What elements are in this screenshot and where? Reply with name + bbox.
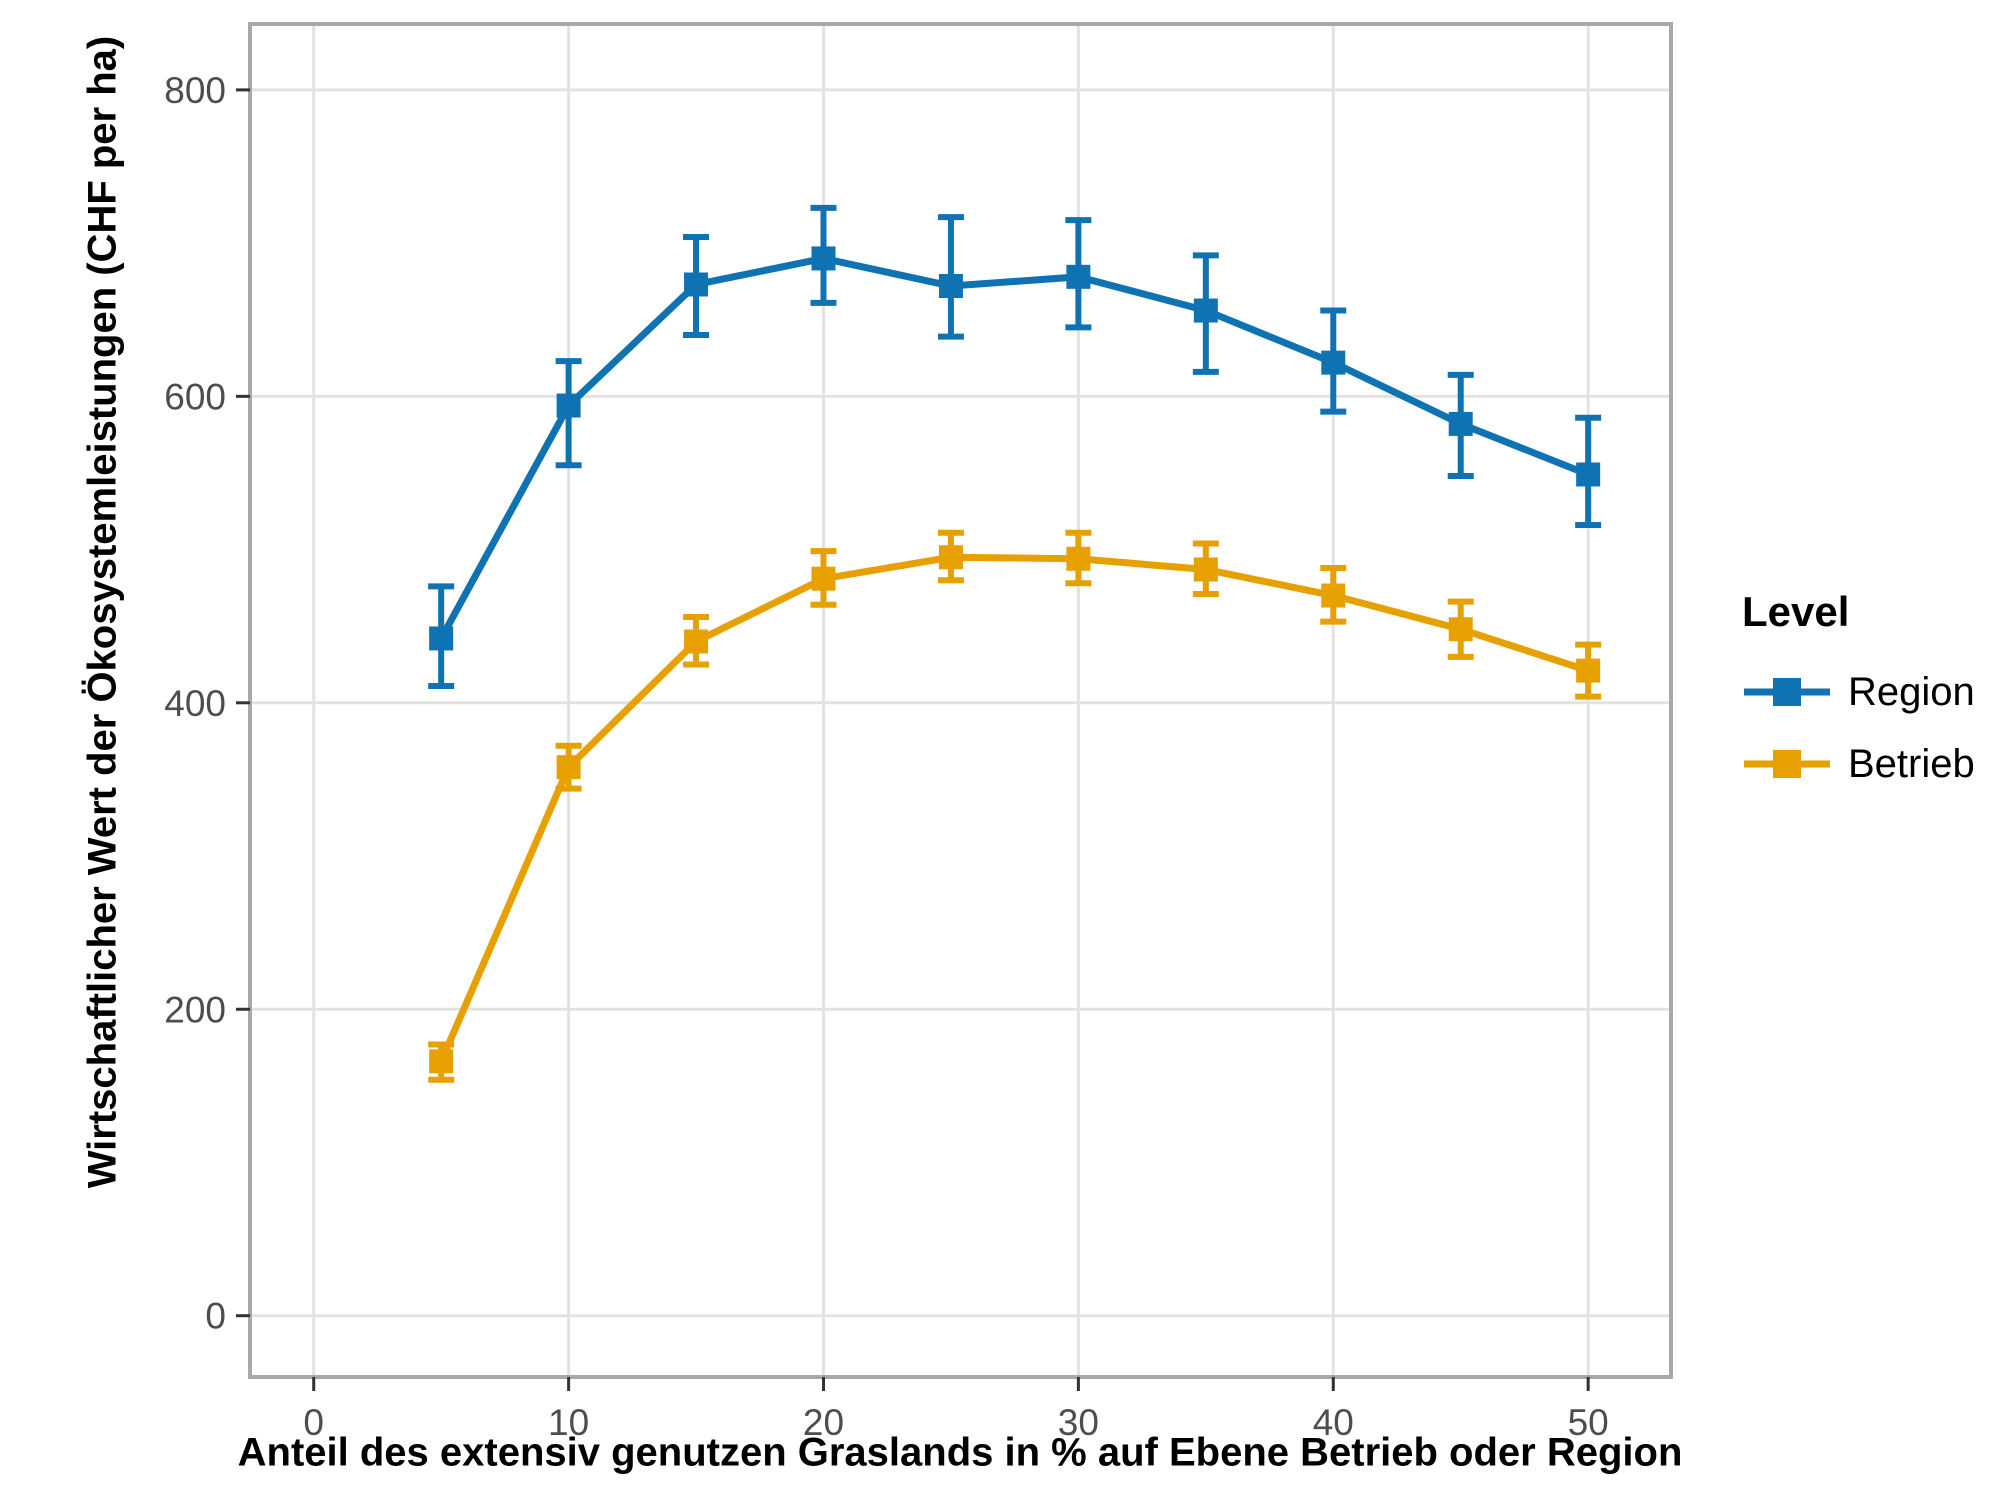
data-point [1066, 264, 1091, 289]
panel-border [248, 22, 1673, 1379]
series-line [437, 553, 1590, 1063]
data-point [1576, 462, 1601, 487]
data-point [1066, 546, 1091, 571]
data-point [429, 626, 454, 651]
data-point [1193, 557, 1218, 582]
series-line [438, 254, 1590, 641]
data-point [556, 393, 581, 418]
x-tick-label: 40 [1313, 1402, 1354, 1443]
x-tick-label: 10 [548, 1402, 589, 1443]
x-tick-label: 20 [803, 1402, 844, 1443]
legend-item-betrieb: Betrieb [1742, 728, 1975, 800]
data-point [1576, 658, 1601, 683]
y-tick-label: 0 [205, 1296, 226, 1337]
series-betrieb [428, 529, 1602, 1083]
y-tick-label: 200 [164, 989, 226, 1030]
panel-background [250, 24, 1671, 1377]
data-point [1448, 617, 1473, 642]
data-point [1448, 411, 1473, 436]
legend-title: Level [1742, 588, 1850, 635]
data-point [811, 566, 836, 591]
legend: Level Region Betrieb [1742, 588, 1975, 800]
data-point [1321, 350, 1346, 375]
data-point [938, 545, 963, 570]
legend-label-region: Region [1848, 669, 1975, 714]
y-axis-title: Wirtschaftlicher Wert der Ökosystemleist… [80, 35, 125, 1189]
data-point [684, 272, 709, 297]
x-tick-label: 30 [1058, 1402, 1099, 1443]
legend-label-betrieb: Betrieb [1848, 741, 1975, 786]
data-point [1193, 298, 1218, 323]
series-region [428, 204, 1602, 689]
y-tick-label: 800 [164, 70, 226, 111]
x-axis-title: Anteil des extensiv genutzen Graslands i… [237, 1430, 1683, 1475]
region-key-icon [1744, 678, 1830, 706]
legend-item-region: Region [1742, 656, 1975, 728]
region-key-square [1773, 678, 1801, 706]
x-tick-label: 50 [1568, 1402, 1609, 1443]
betrieb-key-square [1773, 750, 1801, 778]
data-point [1321, 583, 1346, 608]
data-point [429, 1049, 454, 1074]
data-point [684, 629, 709, 654]
data-point [938, 274, 963, 299]
y-tick-label: 400 [164, 683, 226, 724]
betrieb-key-icon [1744, 750, 1830, 778]
x-tick-label: 0 [303, 1402, 324, 1443]
data-point [811, 246, 836, 271]
data-point [556, 755, 581, 780]
y-tick-label: 600 [164, 376, 226, 417]
